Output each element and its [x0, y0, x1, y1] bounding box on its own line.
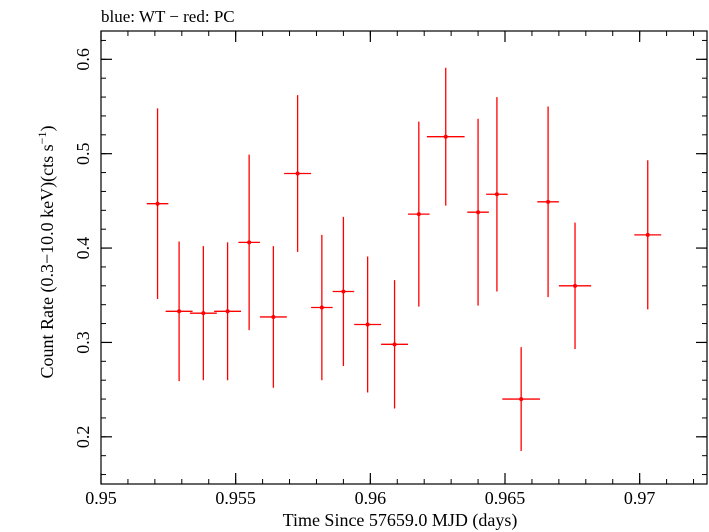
data-point: [467, 118, 489, 306]
data-point: [259, 246, 287, 388]
data-marker: [476, 210, 481, 215]
y-axis-label: Count Rate (0.3−10.0 keV)(cts s−1): [35, 126, 58, 379]
data-point: [284, 95, 312, 252]
x-tick-label: 0.95: [85, 488, 117, 508]
y-tick-label: 0.6: [73, 48, 93, 71]
data-marker: [155, 201, 160, 206]
data-point: [408, 121, 430, 307]
x-tick-label: 0.96: [355, 488, 387, 508]
y-tick-label: 0.4: [73, 237, 93, 260]
data-marker: [573, 283, 578, 288]
y-axis-label-superscript: −1: [35, 132, 49, 145]
x-axis-ticks: 0.95 0.955 0.96 0.965 0.97: [85, 31, 695, 508]
data-marker: [341, 289, 346, 294]
data-point: [381, 280, 409, 409]
data-point: [332, 216, 355, 367]
data-point: [189, 246, 217, 381]
x-tick-label: 0.965: [485, 488, 526, 508]
data-marker: [443, 134, 448, 139]
data-point: [558, 222, 592, 350]
x-tick-label: 0.97: [624, 488, 656, 508]
y-axis-label-tail: ): [37, 126, 58, 132]
data-marker: [392, 342, 397, 347]
data-marker: [546, 199, 551, 204]
data-point: [311, 234, 333, 381]
plot-frame: [100, 30, 708, 485]
y-tick-label: 0.3: [73, 331, 93, 354]
data-marker: [295, 171, 300, 176]
data-series: [146, 67, 662, 451]
plot-border: [100, 30, 708, 485]
x-axis-label: Time Since 57659.0 MJD (days): [283, 510, 518, 531]
data-marker: [177, 309, 182, 314]
y-axis-ticks: 0.2 0.3 0.4 0.5 0.6: [73, 39, 707, 476]
data-marker: [645, 232, 650, 237]
chart-title: blue: WT − red: PC: [101, 7, 235, 26]
x-tick-label: 0.955: [215, 488, 256, 508]
y-tick-label: 0.5: [73, 142, 93, 165]
data-marker: [416, 212, 421, 217]
data-point: [537, 106, 559, 298]
data-marker: [494, 192, 499, 197]
data-marker: [201, 311, 206, 316]
data-point: [634, 160, 662, 310]
data-marker: [319, 305, 324, 310]
data-marker: [365, 322, 370, 327]
data-marker: [519, 397, 524, 402]
data-point: [502, 347, 541, 451]
data-marker: [271, 314, 276, 319]
data-point: [165, 241, 193, 382]
data-point: [214, 242, 242, 381]
data-marker: [247, 240, 252, 245]
y-tick-label: 0.2: [73, 426, 93, 449]
data-point: [354, 256, 382, 393]
data-point: [426, 67, 465, 206]
data-point: [146, 108, 169, 300]
y-axis-label-main: Count Rate (0.3−10.0 keV)(cts s: [37, 144, 58, 378]
data-marker: [225, 309, 230, 314]
data-point: [238, 154, 260, 331]
data-point: [486, 97, 508, 292]
